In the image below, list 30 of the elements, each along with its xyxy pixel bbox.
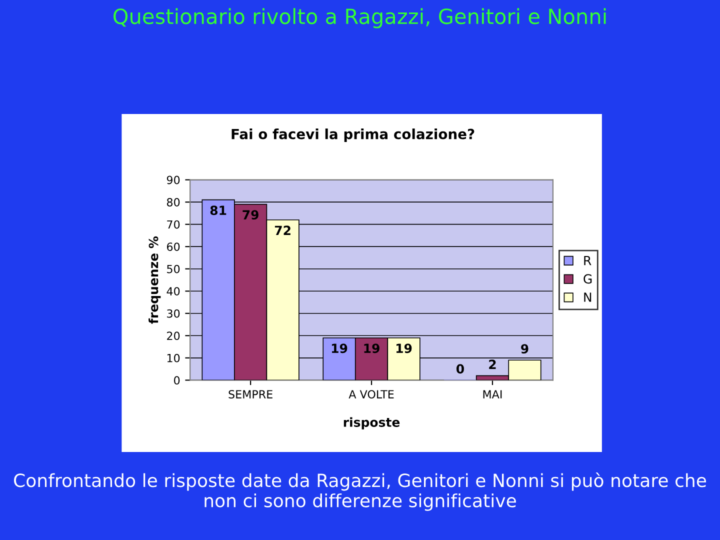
data-label: 2: [489, 360, 496, 369]
data-label: 19: [396, 344, 412, 354]
legend-label: N: [584, 292, 592, 302]
x-tick-label: A VOLTE: [348, 390, 394, 398]
x-axis-title: risposte: [344, 417, 400, 430]
y-tick-label: 50: [167, 264, 180, 274]
text: Confrontando le risposte date da Ragazzi, Genitori e Nonni si può notare che non ci sono differenze significative: [14, 472, 706, 511]
y-tick-label: 70: [167, 220, 180, 229]
y-tick-label: 30: [167, 309, 180, 318]
y-axis-title: frequenze %: [148, 236, 161, 324]
data-label: 72: [274, 226, 290, 235]
y-tick-label: 20: [167, 332, 180, 340]
y-tick-label: 0: [174, 376, 180, 385]
legend-label: R: [584, 256, 592, 266]
y-tick-label: 90: [166, 176, 180, 184]
y-tick-label: 10: [167, 354, 180, 362]
data-label: 81: [210, 206, 226, 216]
data-label: 19: [332, 344, 348, 354]
y-tick-label: 80: [166, 198, 180, 206]
x-tick-label: SEMPRE: [228, 390, 272, 398]
y-tick-label: 40: [166, 287, 180, 296]
x-tick-label: MAI: [483, 390, 502, 398]
legend-label: G: [584, 274, 592, 284]
data-label: 79: [242, 210, 258, 220]
chart-title: Questionario rivolto a Ragazzi, Genitori e Nonni: [114, 8, 606, 28]
data-label: 0: [456, 364, 464, 374]
data-label: 9: [521, 344, 528, 354]
y-tick-label: 60: [166, 242, 180, 251]
chart-subtitle: Fai o facevi la prima colazione?: [232, 128, 474, 142]
data-label: 19: [364, 344, 380, 354]
